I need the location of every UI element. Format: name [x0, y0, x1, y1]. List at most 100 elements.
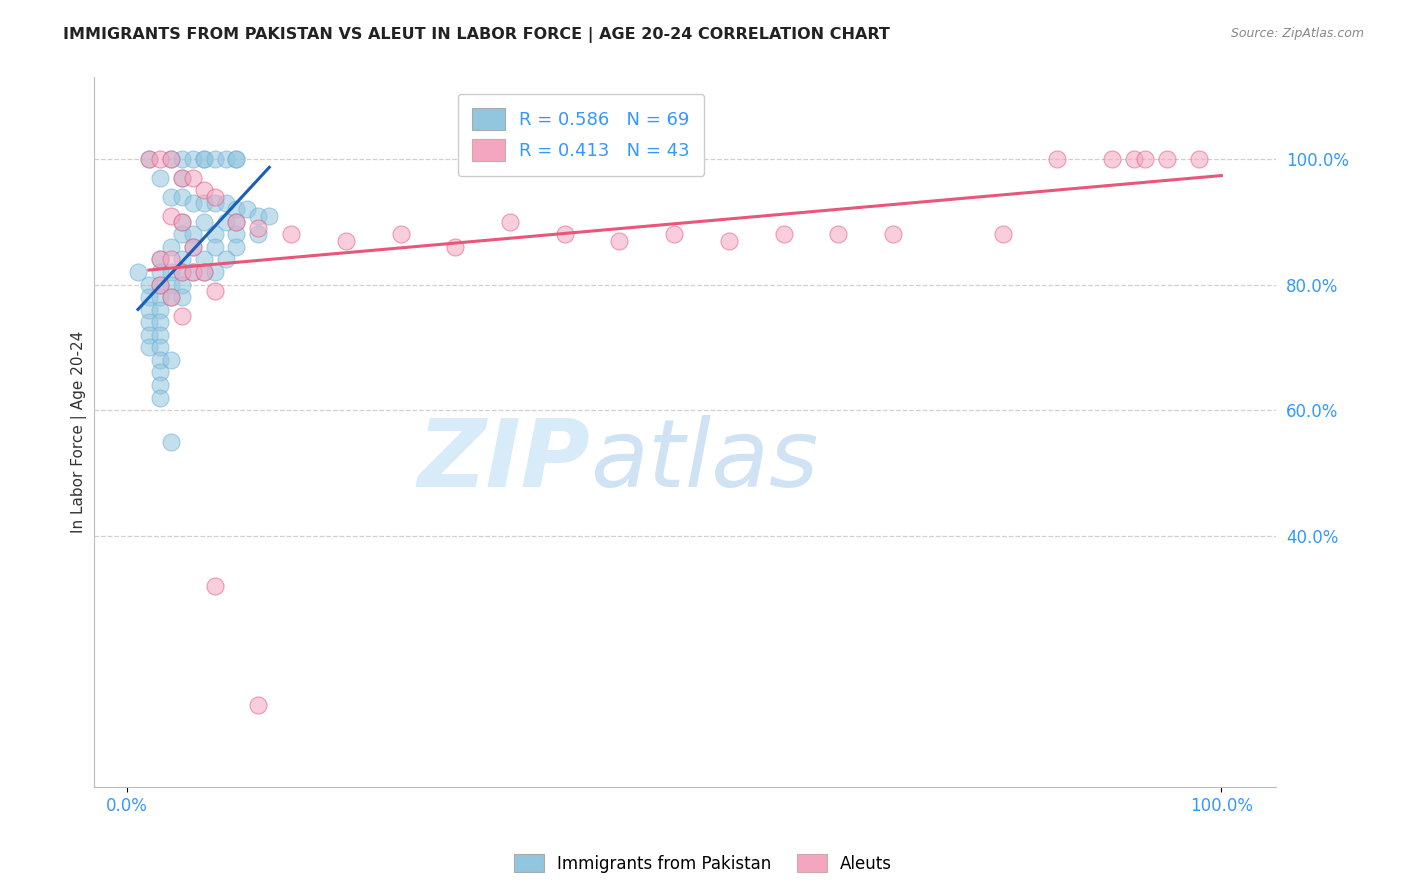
Point	[1046, 152, 1069, 166]
Point	[181, 196, 204, 211]
Point	[193, 152, 215, 166]
Point	[247, 221, 270, 235]
Point	[149, 290, 172, 304]
Point	[259, 209, 281, 223]
Point	[181, 265, 204, 279]
Point	[149, 277, 172, 292]
Point	[225, 152, 247, 166]
Point	[149, 277, 172, 292]
Point	[181, 265, 204, 279]
Point	[127, 265, 149, 279]
Point	[204, 265, 226, 279]
Point	[991, 227, 1014, 242]
Point	[225, 152, 247, 166]
Point	[214, 215, 236, 229]
Point	[170, 152, 193, 166]
Point	[138, 152, 160, 166]
Point	[772, 227, 794, 242]
Point	[149, 252, 172, 267]
Point	[170, 309, 193, 323]
Point	[204, 196, 226, 211]
Point	[149, 327, 172, 342]
Y-axis label: In Labor Force | Age 20-24: In Labor Force | Age 20-24	[72, 331, 87, 533]
Point	[1156, 152, 1178, 166]
Point	[204, 579, 226, 593]
Point	[170, 252, 193, 267]
Point	[159, 290, 181, 304]
Point	[1133, 152, 1156, 166]
Point	[225, 240, 247, 254]
Point	[193, 265, 215, 279]
Point	[827, 227, 849, 242]
Point	[170, 215, 193, 229]
Point	[214, 152, 236, 166]
Point	[499, 215, 522, 229]
Text: ZIP: ZIP	[418, 415, 591, 507]
Point	[193, 152, 215, 166]
Point	[193, 215, 215, 229]
Point	[181, 227, 204, 242]
Point	[138, 290, 160, 304]
Point	[181, 152, 204, 166]
Point	[225, 227, 247, 242]
Point	[149, 265, 172, 279]
Point	[159, 265, 181, 279]
Point	[170, 265, 193, 279]
Point	[1188, 152, 1211, 166]
Point	[159, 252, 181, 267]
Point	[181, 170, 204, 185]
Point	[280, 227, 302, 242]
Text: atlas: atlas	[591, 415, 818, 506]
Point	[389, 227, 412, 242]
Point	[138, 327, 160, 342]
Point	[159, 190, 181, 204]
Text: IMMIGRANTS FROM PAKISTAN VS ALEUT IN LABOR FORCE | AGE 20-24 CORRELATION CHART: IMMIGRANTS FROM PAKISTAN VS ALEUT IN LAB…	[63, 27, 890, 43]
Legend: R = 0.586   N = 69, R = 0.413   N = 43: R = 0.586 N = 69, R = 0.413 N = 43	[458, 94, 704, 176]
Point	[335, 234, 357, 248]
Point	[225, 215, 247, 229]
Point	[138, 340, 160, 354]
Point	[170, 190, 193, 204]
Point	[149, 353, 172, 368]
Point	[214, 196, 236, 211]
Point	[204, 284, 226, 298]
Point	[159, 152, 181, 166]
Text: Source: ZipAtlas.com: Source: ZipAtlas.com	[1230, 27, 1364, 40]
Point	[181, 240, 204, 254]
Point	[1101, 152, 1123, 166]
Point	[204, 240, 226, 254]
Point	[193, 252, 215, 267]
Point	[225, 202, 247, 217]
Point	[149, 340, 172, 354]
Point	[609, 234, 631, 248]
Point	[1122, 152, 1144, 166]
Point	[149, 252, 172, 267]
Point	[159, 277, 181, 292]
Point	[149, 366, 172, 380]
Point	[236, 202, 259, 217]
Point	[149, 315, 172, 329]
Point	[149, 378, 172, 392]
Point	[247, 227, 270, 242]
Point	[193, 265, 215, 279]
Point	[149, 302, 172, 317]
Point	[138, 152, 160, 166]
Point	[181, 240, 204, 254]
Point	[664, 227, 686, 242]
Point	[170, 290, 193, 304]
Point	[170, 277, 193, 292]
Point	[717, 234, 740, 248]
Point	[554, 227, 576, 242]
Point	[159, 209, 181, 223]
Point	[138, 277, 160, 292]
Point	[204, 190, 226, 204]
Point	[149, 391, 172, 405]
Point	[159, 353, 181, 368]
Point	[149, 170, 172, 185]
Point	[204, 227, 226, 242]
Point	[204, 152, 226, 166]
Point	[159, 152, 181, 166]
Point	[444, 240, 467, 254]
Point	[225, 215, 247, 229]
Legend: Immigrants from Pakistan, Aleuts: Immigrants from Pakistan, Aleuts	[508, 847, 898, 880]
